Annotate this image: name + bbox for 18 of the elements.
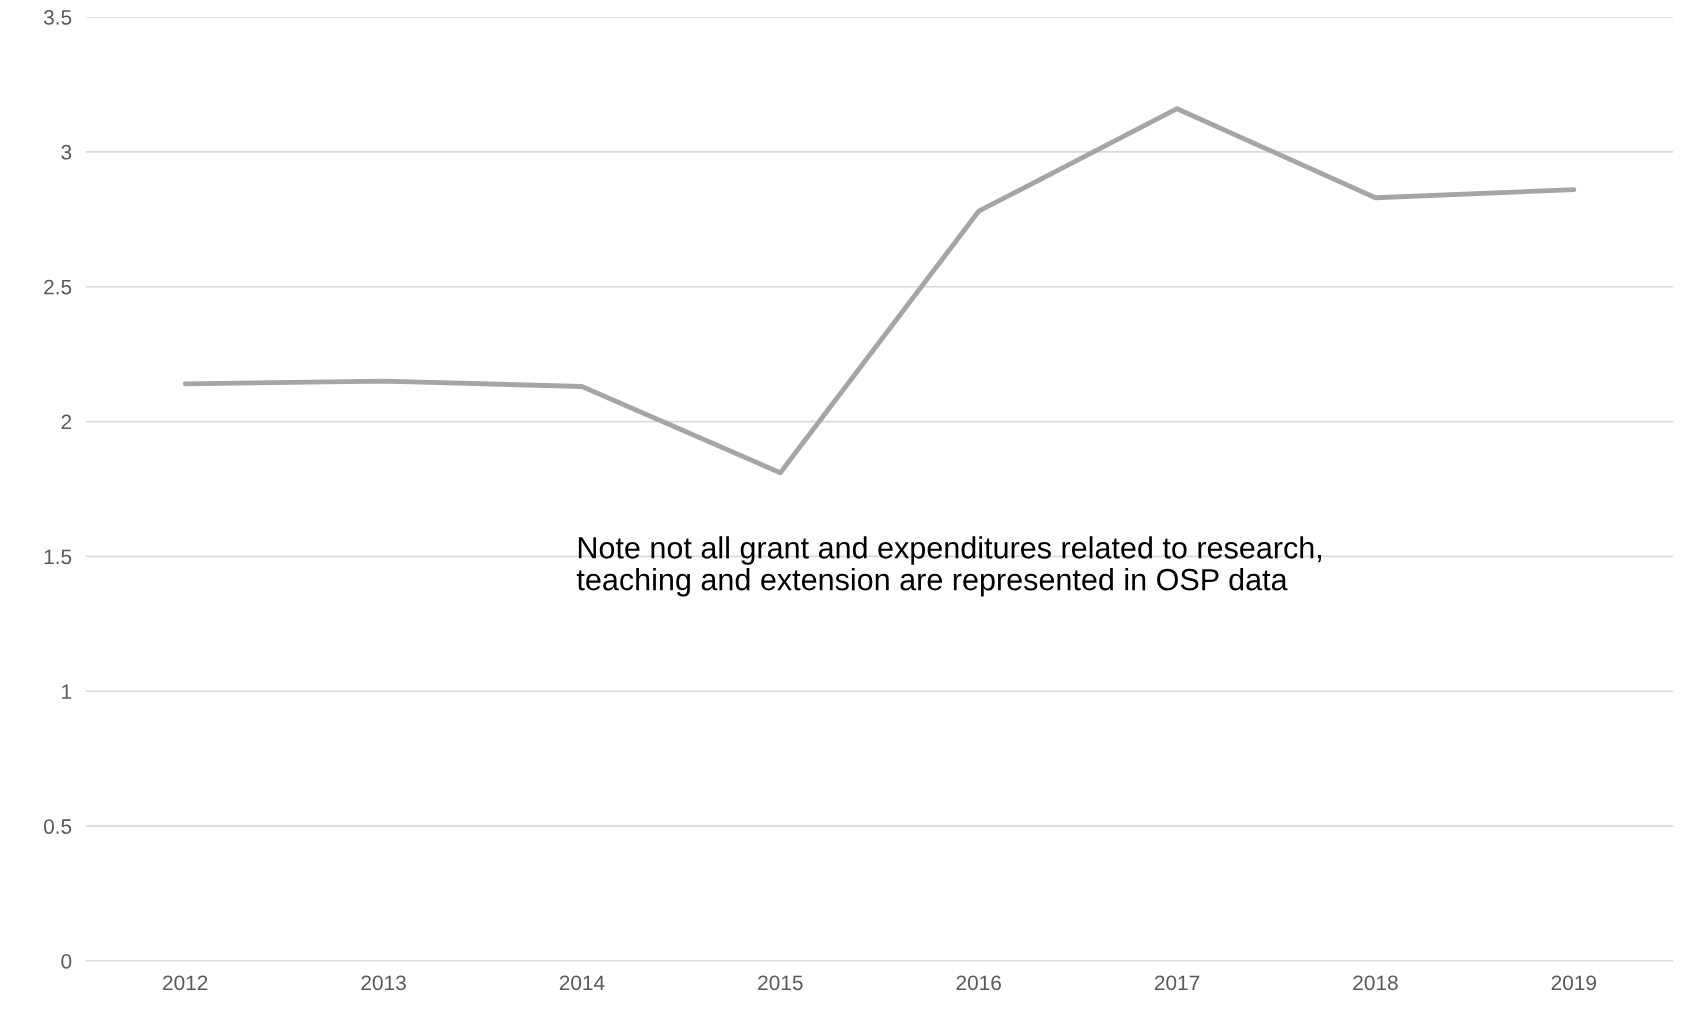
y-tick-label: 1 bbox=[62, 684, 72, 699]
annotation: Note not all grant and expenditures related to research, teaching and extension are represented in OSP data bbox=[576, 536, 1322, 597]
x-tick-label: 2016 bbox=[956, 975, 1001, 991]
y-tick-label: 2.5 bbox=[44, 279, 72, 295]
x-tick-label: 2014 bbox=[559, 975, 605, 991]
y-tick-label: 1.5 bbox=[44, 549, 72, 565]
x-tick-label: 2015 bbox=[758, 975, 803, 991]
y-tick-label: 0.5 bbox=[43, 819, 72, 834]
y-tick-label: 3.5 bbox=[43, 10, 72, 25]
y-tick-label: 3 bbox=[61, 144, 72, 160]
x-tick-label: 2013 bbox=[361, 975, 406, 991]
x-tick-label: 2012 bbox=[163, 975, 208, 991]
x-tick-label: 2017 bbox=[1154, 975, 1200, 991]
y-tick-label: 2 bbox=[61, 414, 72, 430]
line-series bbox=[182, 106, 1577, 476]
y-tick-label: 0 bbox=[61, 954, 72, 969]
x-tick-label: 2019 bbox=[1551, 975, 1596, 991]
x-tick-label: 2018 bbox=[1353, 975, 1398, 991]
